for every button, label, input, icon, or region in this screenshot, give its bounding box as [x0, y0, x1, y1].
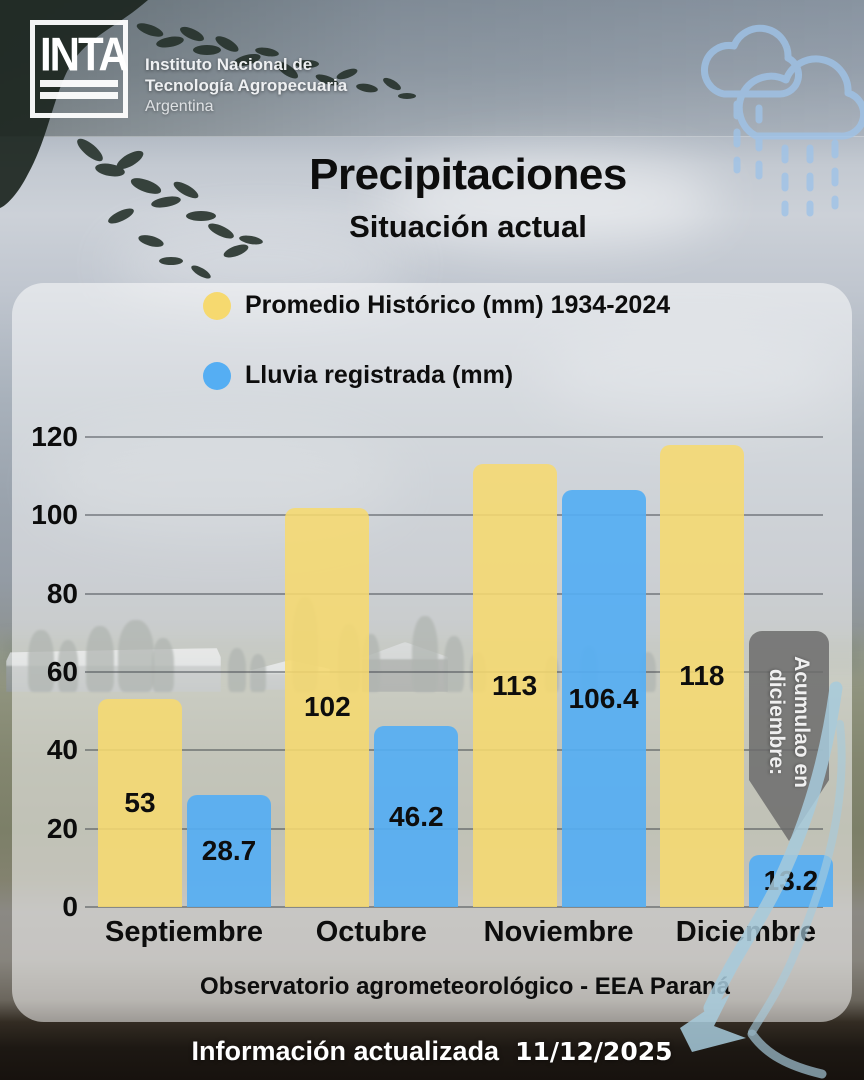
inta-logo-bar	[40, 92, 118, 99]
bar: 118	[659, 444, 744, 907]
bar: 28.7	[187, 794, 271, 907]
x-axis-label: Septiembre	[105, 916, 263, 948]
legend-label-historical: Promedio Histórico (mm) 1934-2024	[245, 291, 671, 319]
page-title: Precipitaciones	[309, 150, 627, 199]
x-axis-label: Octubre	[315, 916, 427, 948]
source-line: Observatorio agrometeorológico - EEA Par…	[200, 973, 730, 1000]
page-subtitle: Situación actual	[349, 209, 587, 244]
inta-logo-text: INTA	[40, 27, 129, 81]
tree-foliage-graphic	[0, 0, 416, 279]
y-axis-tick-label: 100	[31, 499, 78, 531]
org-name-line2: Tecnología Agropecuaria	[145, 76, 348, 95]
y-axis-tick-label: 40	[46, 734, 78, 766]
cloud-texture	[380, 155, 720, 245]
footer-update-label: Información actualizada	[191, 1035, 500, 1066]
gridline	[85, 671, 823, 673]
legend-swatch-historical-icon	[203, 291, 231, 320]
bar-value-label: 46.2	[389, 800, 444, 832]
gridline	[85, 906, 823, 908]
bar-value-label: 118	[679, 659, 725, 691]
app-header: INTA Instituto Nacional de Tecnología Ag…	[30, 20, 347, 118]
bar-value-label: 53	[124, 787, 156, 819]
bar: 106.4	[561, 490, 646, 907]
y-axis-tick-label: 80	[46, 577, 78, 609]
org-name: Instituto Nacional de Tecnología Agropec…	[145, 20, 347, 117]
brush-arrow-graphic	[680, 681, 846, 1079]
gridline	[85, 592, 823, 595]
footer: Información actualizada 11/12/2025	[0, 1022, 864, 1080]
x-axis-label: Noviembre	[483, 916, 634, 948]
bar: 46.2	[374, 726, 459, 907]
legend-label-registered: Lluvia registrada (mm)	[245, 361, 514, 389]
y-axis-tick-label: 20	[46, 812, 78, 844]
header-band	[0, 0, 864, 137]
bar-value-label: 113	[492, 669, 538, 701]
bar-value-label: 102	[303, 691, 351, 723]
chart-panel: Promedio Histórico (mm) 1934-2024 Lluvia…	[12, 283, 852, 1022]
org-name-line1: Instituto Nacional de	[145, 55, 313, 74]
y-axis-tick-label: 0	[62, 891, 78, 922]
inta-logo: INTA	[30, 20, 129, 118]
y-axis-tick-label: 60	[46, 656, 78, 687]
bar: 113	[472, 464, 557, 907]
legend-swatch-registered-icon	[203, 361, 231, 390]
gridline	[85, 514, 823, 517]
gridline	[85, 436, 823, 438]
legend-item-registered: Lluvia registrada (mm)	[203, 361, 513, 390]
footer-date: 11/12/2025	[515, 1036, 673, 1066]
y-axis-tick-label: 120	[31, 421, 78, 452]
org-name-line3: Argentina	[145, 98, 214, 115]
bar: 102	[285, 507, 370, 907]
inta-logo-bar	[40, 80, 118, 87]
bar: 53	[98, 699, 182, 907]
bar-value-label: 28.7	[201, 834, 257, 866]
title-block: Precipitaciones Situación actual	[72, 150, 864, 245]
legend-item-historical: Promedio Histórico (mm) 1934-2024	[203, 291, 670, 320]
bar-value-label: 106.4	[568, 682, 639, 714]
